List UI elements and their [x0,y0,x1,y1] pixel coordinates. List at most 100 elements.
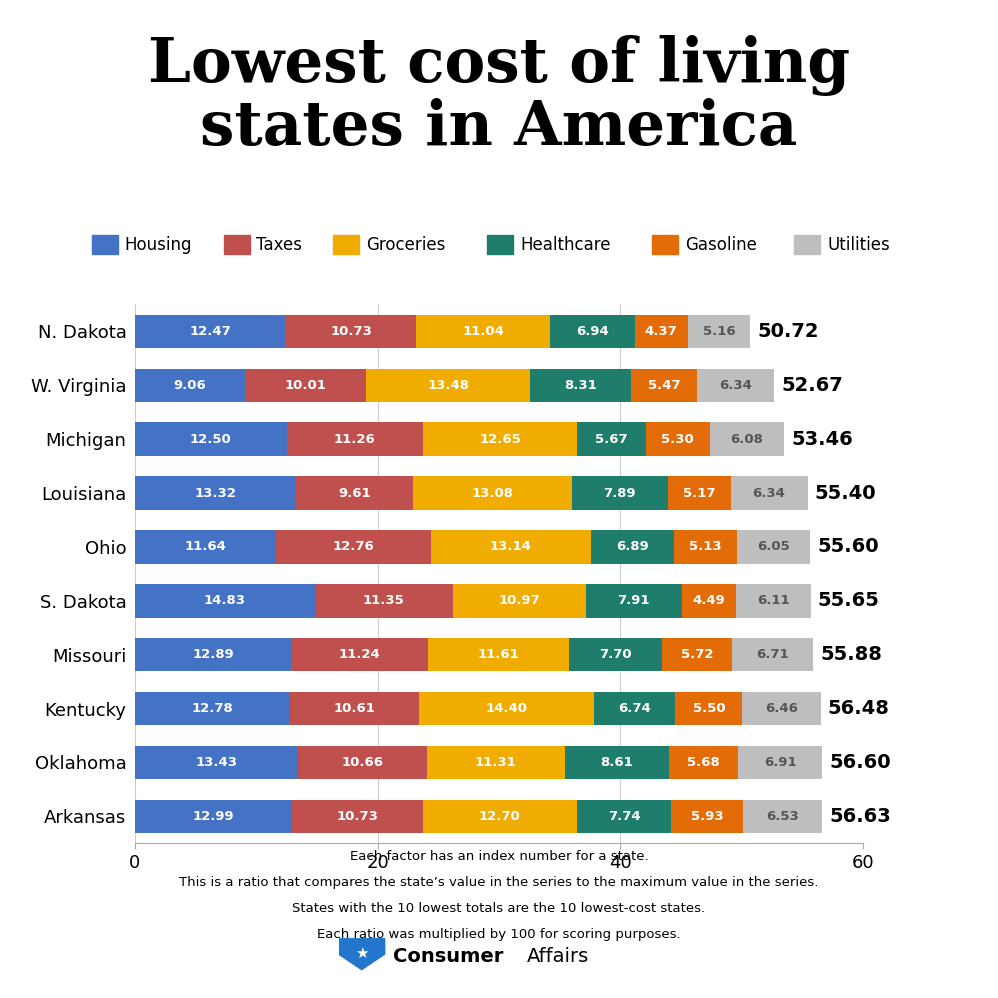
Bar [698,368,774,402]
Text: 7.89: 7.89 [604,486,636,500]
Text: 5.13: 5.13 [689,540,722,554]
Bar [135,799,292,833]
Text: Gasoline: Gasoline [685,236,756,253]
Bar [291,638,428,672]
Text: Each factor has an index number for a state.: Each factor has an index number for a st… [349,850,649,863]
Bar [646,422,710,456]
Text: 12.65: 12.65 [479,432,521,446]
Bar [669,746,739,779]
Text: 10.61: 10.61 [333,702,375,716]
Text: 10.73: 10.73 [330,324,372,338]
Text: 11.61: 11.61 [477,648,519,662]
Bar [675,530,737,564]
Bar [245,368,366,402]
Text: 5.30: 5.30 [662,432,695,446]
Text: 10.66: 10.66 [341,755,383,769]
Text: Affairs: Affairs [527,947,590,966]
Text: Healthcare: Healthcare [520,236,611,253]
Text: 6.11: 6.11 [757,594,789,608]
Bar [135,692,289,726]
Text: 11.24: 11.24 [338,648,380,662]
Bar [135,314,286,348]
Text: 6.74: 6.74 [618,702,651,716]
Text: 11.31: 11.31 [475,755,517,769]
Text: 9.06: 9.06 [174,378,207,392]
Text: 5.67: 5.67 [595,432,628,446]
Text: 6.34: 6.34 [752,486,785,500]
Text: 7.74: 7.74 [608,809,641,823]
Bar [292,799,423,833]
Bar [314,584,453,618]
Text: 12.76: 12.76 [332,540,374,554]
Text: 5.72: 5.72 [681,648,714,662]
Bar [577,799,671,833]
Text: 10.01: 10.01 [284,378,326,392]
Bar [296,476,413,510]
Bar [731,476,807,510]
Text: 56.63: 56.63 [829,806,891,826]
Text: 12.50: 12.50 [190,432,232,446]
Bar [682,584,737,618]
Text: Utilities: Utilities [827,236,890,253]
Text: 50.72: 50.72 [757,321,819,341]
Text: 12.70: 12.70 [479,809,521,823]
Bar [276,530,431,564]
Bar [453,584,586,618]
Text: 12.47: 12.47 [190,324,232,338]
Bar [663,638,732,672]
Text: 6.08: 6.08 [731,432,763,446]
Bar [135,530,276,564]
Text: 7.70: 7.70 [599,648,632,662]
Text: 9.61: 9.61 [338,486,371,500]
Text: 10.97: 10.97 [498,594,540,608]
Text: 55.65: 55.65 [817,591,879,611]
Text: 14.83: 14.83 [204,594,246,608]
Text: 14.40: 14.40 [485,702,527,716]
Text: 13.08: 13.08 [472,486,514,500]
Bar [297,746,427,779]
Text: Consumer: Consumer [393,947,503,966]
Text: 55.88: 55.88 [820,645,882,665]
Bar [551,314,635,348]
Bar [635,314,688,348]
Text: 55.40: 55.40 [814,483,876,503]
Text: 12.99: 12.99 [193,809,235,823]
Text: ★: ★ [355,946,368,961]
Text: 11.64: 11.64 [185,540,227,554]
Bar [135,584,314,618]
Bar [737,584,810,618]
Text: 12.89: 12.89 [192,648,234,662]
Bar [416,314,551,348]
Text: 5.16: 5.16 [703,324,736,338]
Bar [671,799,743,833]
Text: 56.48: 56.48 [828,699,890,719]
Bar [286,314,416,348]
Bar [739,746,822,779]
Bar [135,476,296,510]
Text: Each ratio was multiplied by 100 for scoring purposes.: Each ratio was multiplied by 100 for sco… [317,928,681,941]
Text: 6.34: 6.34 [720,378,752,392]
Bar [423,799,577,833]
Bar [135,368,245,402]
Text: 6.05: 6.05 [756,540,789,554]
Text: This is a ratio that compares the state’s value in the series to the maximum val: This is a ratio that compares the state’… [180,876,818,889]
Bar [577,422,646,456]
Text: 5.50: 5.50 [693,702,726,716]
Text: 6.46: 6.46 [765,702,797,716]
Bar [565,746,669,779]
Text: 5.93: 5.93 [691,809,724,823]
Bar [413,476,572,510]
Text: 5.68: 5.68 [688,755,720,769]
Text: 6.94: 6.94 [576,324,609,338]
Text: 13.43: 13.43 [196,755,238,769]
Bar [737,530,810,564]
Bar [572,476,668,510]
Bar [569,638,663,672]
Bar [135,422,286,456]
Bar [286,422,423,456]
Text: Groceries: Groceries [366,236,446,253]
Text: States with the 10 lowest totals are the 10 lowest-cost states.: States with the 10 lowest totals are the… [292,902,706,915]
Bar [431,530,591,564]
Bar [366,368,530,402]
Bar [135,746,297,779]
